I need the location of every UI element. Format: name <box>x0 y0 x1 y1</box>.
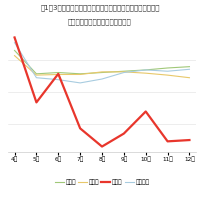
埼玉県 <box>79 73 81 75</box>
神奈川県 <box>123 71 125 74</box>
千葉県 <box>57 73 59 76</box>
Line: 神奈川県: 神奈川県 <box>15 43 189 83</box>
千葉県 <box>188 77 191 79</box>
埼玉県 <box>13 49 16 52</box>
神奈川県 <box>145 69 147 71</box>
神奈川県 <box>166 70 169 72</box>
神奈川県 <box>188 68 191 70</box>
千葉県 <box>101 71 103 73</box>
千葉県 <box>35 74 38 76</box>
埼玉県 <box>123 70 125 72</box>
東京都 <box>35 101 38 104</box>
千葉県 <box>13 54 16 57</box>
埼玉県 <box>166 67 169 69</box>
神奈川県 <box>57 78 59 81</box>
Line: 埼玉県: 埼玉県 <box>15 50 189 74</box>
埼玉県 <box>101 71 103 74</box>
東京都 <box>79 127 81 130</box>
東京都 <box>123 132 125 135</box>
千葉県 <box>79 73 81 76</box>
千葉県 <box>166 74 169 76</box>
東京都 <box>166 140 169 143</box>
埼玉県 <box>35 73 38 75</box>
東京都 <box>57 73 59 75</box>
Text: 東京都では転出超過が続いている: 東京都では転出超過が続いている <box>68 18 132 25</box>
神奈川県 <box>13 41 16 44</box>
神奈川県 <box>101 78 103 80</box>
埼玉県 <box>188 65 191 68</box>
千葉県 <box>145 72 147 74</box>
東京都 <box>13 36 16 39</box>
東京都 <box>188 139 191 141</box>
埼玉県 <box>57 71 59 74</box>
東京都 <box>101 145 103 148</box>
神奈川県 <box>79 82 81 84</box>
Text: 東1都3県の転入超過数の推移（マイナスは転出超過を示す）: 東1都3県の転入超過数の推移（マイナスは転出超過を示す） <box>40 4 160 11</box>
Line: 東京都: 東京都 <box>15 37 189 147</box>
埼玉県 <box>145 69 147 71</box>
神奈川県 <box>35 77 38 79</box>
東京都 <box>145 110 147 113</box>
Legend: 埼玉県, 千葉県, 東京都, 神奈川県: 埼玉県, 千葉県, 東京都, 神奈川県 <box>52 177 152 187</box>
千葉県 <box>123 71 125 73</box>
Line: 千葉県: 千葉県 <box>15 56 189 78</box>
